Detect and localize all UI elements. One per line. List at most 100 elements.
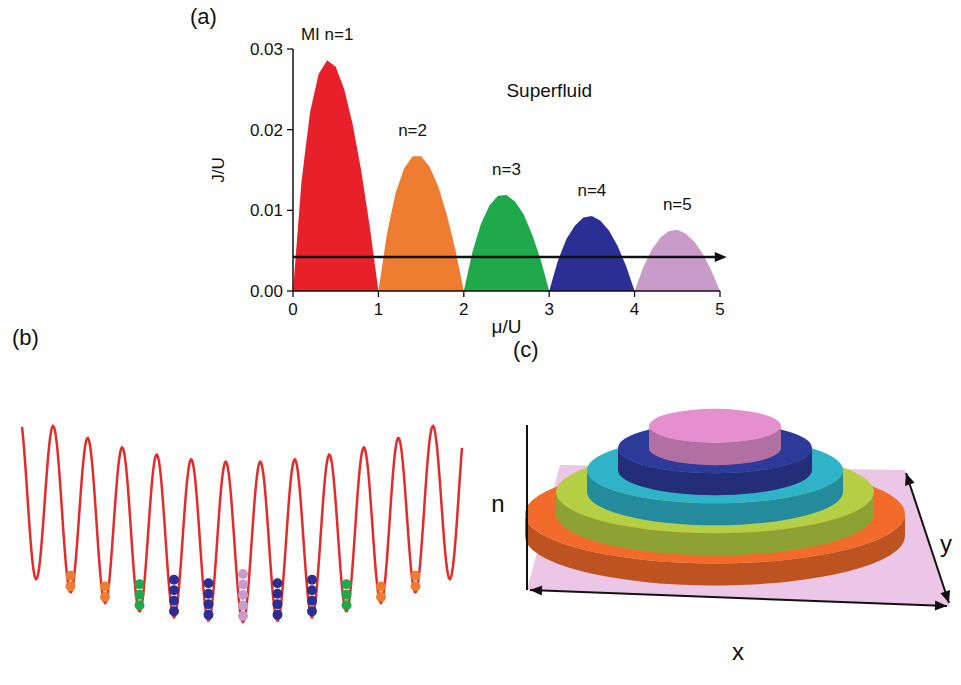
well-atoms [204,578,214,620]
lobe-label: n=4 [577,181,606,200]
well-atoms [273,578,283,620]
atom [376,592,386,602]
y-tick-label: 0.00 [250,282,283,301]
x-tick-label: 5 [715,300,724,319]
lobe-label: MI n=1 [301,25,353,44]
well-atoms [66,571,76,592]
lobe-label: n=5 [663,195,692,214]
axis-arrow-head [905,473,914,486]
panel-c: n x y [491,409,952,665]
annotation: Superfluid [506,80,592,101]
x-tick [292,291,293,297]
atom [342,579,352,589]
atom [342,600,352,610]
atom [307,575,317,585]
atom [307,606,317,616]
atom [169,575,179,585]
plot-data [293,60,720,291]
atom [273,578,283,588]
axis-arrow-head [530,585,542,595]
well-atoms [376,581,386,602]
atom [238,611,248,621]
atom [169,585,179,595]
figure: (a) (b) (c) 0 1 2 3 4 5 0.00 0.01 0.02 0.03 μ/U J/U MI … [0,0,961,685]
panel-b [22,426,462,622]
x-tick-label: 1 [374,300,383,319]
tier-top [649,409,781,443]
atom [307,585,317,595]
panel-a: 0123450.000.010.020.03μ/UJ/UMI n=1n=2n=3… [209,25,727,337]
well-atoms [238,569,248,621]
atom [273,610,283,620]
atom [273,589,283,599]
atom [411,581,421,591]
atom [100,592,110,602]
y-tick [287,48,293,49]
panel-label: (b) [12,325,39,350]
atom [169,596,179,606]
axis-label-x: x [732,638,744,665]
atom [135,590,145,600]
atom [135,600,145,610]
atom [273,599,283,609]
axis-label-n: n [491,490,504,517]
panel-label: (c) [513,337,539,362]
atom [204,578,214,588]
atom [100,581,110,591]
atom [238,590,248,600]
atom [204,610,214,620]
arrow-shaft [293,256,717,259]
atom [342,590,352,600]
cake-tier [649,409,781,465]
atom [376,581,386,591]
y-tick [287,290,293,291]
atom [204,599,214,609]
x-tick-label: 4 [630,300,639,319]
atom [307,596,317,606]
x-tick [378,291,379,297]
atom [238,569,248,579]
atom [135,579,145,589]
lobe-area [378,156,463,291]
atom [238,601,248,611]
y-axis-title: J/U [209,157,228,183]
axis-arrow-head [940,590,949,603]
x-axis-title: μ/U [492,316,522,337]
y-tick-label: 0.02 [250,121,283,140]
x-axis-c [530,590,947,606]
arrow [293,252,727,262]
axis-arrow-head [935,601,947,611]
well-atoms [135,579,145,610]
y-tick [287,210,293,211]
x-tick-label: 3 [544,300,553,319]
x-tick [549,291,550,297]
arrow-head [715,252,727,262]
lobe-area [635,230,720,291]
lobe-area [549,216,634,291]
well-atoms [169,575,179,617]
atom [411,571,421,581]
atom [66,581,76,591]
atom [169,606,179,616]
x-tick [463,291,464,297]
x-tick-label: 0 [288,300,297,319]
y-axis [292,49,294,291]
atom [66,571,76,581]
lobe-area [464,195,549,291]
atom [204,589,214,599]
well-atoms [411,571,421,592]
well-atoms [100,581,110,602]
lattice-potential [22,426,462,622]
y-tick-label: 0.03 [250,40,283,59]
axis-label-y: y [940,530,952,557]
well-atoms [307,575,317,617]
y-tick [287,129,293,130]
y-tick-label: 0.01 [250,201,283,220]
panel-label: (a) [190,4,217,29]
x-tick [719,291,720,297]
x-axis [293,290,720,292]
lobe-label: n=2 [398,121,427,140]
n-axis [526,425,528,590]
x-tick-label: 2 [459,300,468,319]
x-tick [634,291,635,297]
